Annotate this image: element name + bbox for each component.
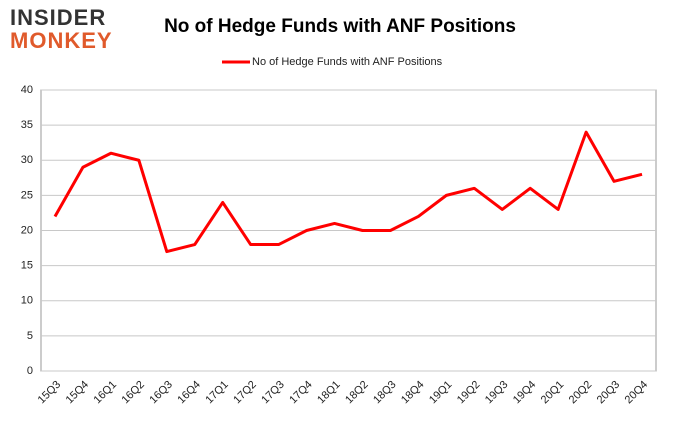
x-tick-label: 18Q3 (371, 379, 399, 407)
y-tick-label: 10 (21, 295, 33, 307)
x-tick-label: 17Q4 (287, 379, 315, 407)
y-tick-label: 40 (21, 84, 33, 96)
x-tick-label: 20Q4 (623, 379, 651, 407)
x-tick-label: 19Q1 (427, 379, 455, 407)
y-tick-label: 5 (27, 330, 33, 342)
y-tick-label: 35 (21, 119, 33, 131)
x-tick-label: 20Q3 (595, 379, 623, 407)
x-tick-label: 16Q4 (175, 379, 203, 407)
x-tick-label: 18Q2 (343, 379, 371, 407)
y-tick-label: 20 (21, 224, 33, 236)
x-tick-label: 15Q3 (36, 379, 64, 407)
x-tick-label: 20Q1 (539, 379, 567, 407)
x-tick-label: 18Q4 (399, 379, 427, 407)
y-tick-label: 25 (21, 189, 33, 201)
line-series (53, 130, 643, 254)
logo-top: INSIDER (10, 5, 106, 30)
x-tick-label: 17Q3 (259, 379, 287, 407)
x-tick-label: 16Q3 (147, 379, 175, 407)
y-tick-label: 15 (21, 260, 33, 272)
y-tick-label: 30 (21, 154, 33, 166)
y-tick-label: 0 (27, 365, 33, 377)
x-tick-label: 16Q1 (92, 379, 120, 407)
x-tick-label: 15Q4 (64, 379, 92, 407)
x-tick-label: 19Q4 (511, 379, 539, 407)
x-tick-label: 17Q1 (203, 379, 231, 407)
logo-bottom: MONKEY (10, 28, 113, 53)
x-tick-label: 20Q2 (567, 379, 595, 407)
x-tick-label: 19Q2 (455, 379, 483, 407)
x-tick-label: 18Q1 (315, 379, 343, 407)
x-tick-label: 19Q3 (483, 379, 511, 407)
chart-title: No of Hedge Funds with ANF Positions (164, 16, 516, 37)
legend-label: No of Hedge Funds with ANF Positions (252, 56, 443, 68)
x-tick-label: 16Q2 (119, 379, 147, 407)
x-tick-label: 17Q2 (231, 379, 259, 407)
